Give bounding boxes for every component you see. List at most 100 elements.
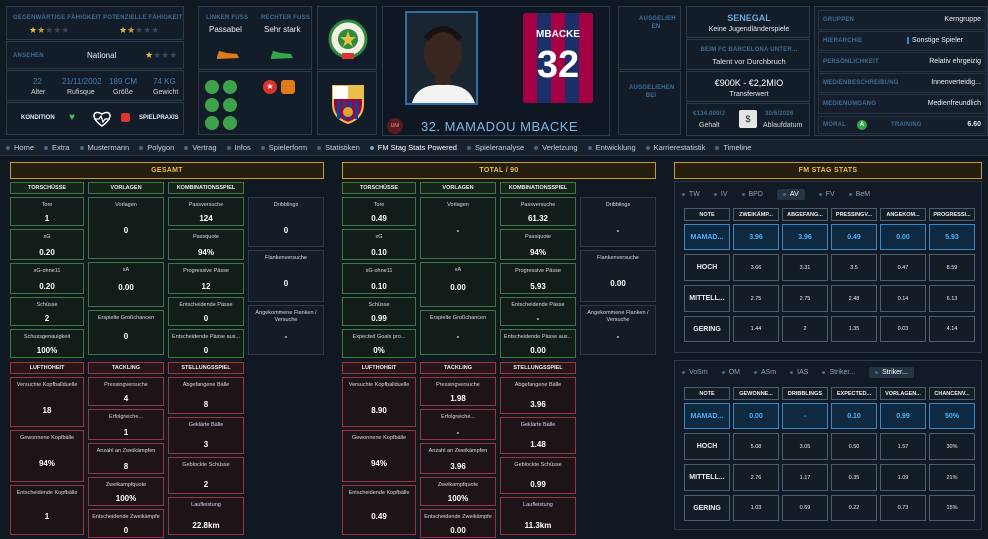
tab-polygon[interactable]: Polygon [139, 143, 174, 152]
tab-fm-stag-stats-powered[interactable]: FM Stag Stats Powered [369, 143, 457, 152]
player-card: MBACKE 32 UNI 32. MAMADOU MBACKE [382, 6, 610, 136]
stag-column-header: PROGRESSI... [929, 208, 975, 221]
stat-label: Erspielte Großchancen [429, 315, 487, 321]
stat-label: Passquote [525, 234, 551, 240]
stat-cell: Abgefangene Bälle 8 [168, 377, 244, 414]
stat-label: Progressive Pässe [515, 268, 561, 274]
tab-dot-icon [139, 145, 144, 150]
stag-tab[interactable]: BeM [848, 191, 870, 198]
reputation-value: National [87, 51, 117, 60]
stag-cell: GERING [684, 495, 730, 521]
tab-statistiken[interactable]: Statistiken [317, 143, 360, 152]
tab-infos[interactable]: Infos [226, 143, 251, 152]
stat-label: Passquote [193, 234, 219, 240]
tab-spielerform[interactable]: Spielerform [260, 143, 307, 152]
tab-dot-icon [682, 193, 685, 196]
stag-tab[interactable]: OM [721, 369, 740, 376]
stag-cell: 2.48 [831, 285, 877, 312]
left-foot-label: LINKER FUSS [206, 15, 249, 21]
stat-cell: Dribblings - [580, 197, 656, 247]
stat-label: Erfolgreiche... [441, 414, 475, 420]
stat-label: Dribblings [605, 202, 631, 208]
stag-cell: 2.76 [733, 464, 779, 491]
transfer-value: €900K - €2,2MIO [714, 78, 784, 88]
tab-dot-icon [44, 145, 49, 150]
stag-cell: 0.03 [880, 316, 926, 342]
club-status-box: BEIM FC BARCELONA UNTER... Talent vor Du… [686, 39, 810, 70]
nation-box: SENEGAL Keine Jugendländerspiele [686, 6, 810, 38]
loaned-label: AUSGELIEH EN [639, 16, 676, 30]
stat-label: Entscheidende Pässe aus... [503, 334, 573, 340]
stat-cell: Zweikampfquote 100% [88, 477, 164, 506]
stat-label: Geklärte Bälle [188, 422, 224, 428]
side-row-value: Relativ ehrgeizig [929, 58, 981, 65]
stat-label: Pressingversuche [436, 382, 480, 388]
stat-cell: Versuchte Kopfballduelle 18 [10, 377, 84, 427]
stat-cell: Progressive Pässe 12 [168, 263, 244, 294]
stat-cell: Entscheidende Kopfbälle 0.49 [342, 485, 416, 535]
stat-value: 1.98 [450, 394, 466, 403]
stat-cell: Gewonnene Kopfbälle 94% [10, 430, 84, 482]
stag-tab[interactable]: TW [682, 191, 700, 198]
side-row-label: PERSÖNLICHKEIT [823, 59, 879, 65]
stag-cell: GERING [684, 316, 730, 342]
tab-navigation: Home Extra Mustermann Polygon Vertrag Infos Sp… [0, 139, 988, 156]
stag-tab[interactable]: AV [776, 189, 805, 200]
stag-tab[interactable]: IAS [790, 369, 808, 376]
stat-cell: Erspielte Großchancen - [420, 310, 496, 355]
stag-cell: 1.17 [782, 464, 828, 491]
nation-name: SENEGAL [727, 13, 771, 23]
tab-timeline[interactable]: Timeline [715, 143, 751, 152]
stat-label: Erfolgreiche... [109, 414, 143, 420]
stag-tab[interactable]: ASm [753, 369, 776, 376]
tab-home[interactable]: Home [6, 143, 34, 152]
stag-cell: 30% [929, 433, 975, 460]
stat-value: 1 [44, 512, 50, 521]
stag-column-header: PRESSINGV... [831, 208, 877, 221]
right-foot-value: Sehr stark [264, 25, 301, 34]
potential-ability-label: POTENZIELLE FÄHIGKEIT [103, 15, 183, 21]
stat-value: 1.48 [530, 440, 546, 449]
section-head: KOMBINATIONSSPIEL [168, 182, 244, 194]
stag-tab-label: FV [825, 191, 835, 198]
tab-verletzung[interactable]: Verletzung [534, 143, 578, 152]
tab-extra[interactable]: Extra [44, 143, 70, 152]
stag-cell: 0.00 [880, 224, 926, 250]
tab-vertrag[interactable]: Vertrag [184, 143, 217, 152]
stat-label: Erspielte Großchancen [97, 315, 155, 321]
stag-cell: 50% [929, 403, 975, 429]
shirt-number: 32 [536, 44, 580, 86]
panel-title: TOTAL / 90 [342, 162, 656, 179]
transfer-value-label: Transferwert [729, 91, 769, 98]
stag-tab[interactable]: IV [713, 191, 728, 198]
value-box: €900K - €2,2MIO Transferwert [686, 71, 810, 102]
youth-caps: Keine Jugendländerspiele [708, 26, 790, 33]
stat-cell: xA 0.00 [420, 262, 496, 307]
stat-value: 18 [42, 406, 52, 415]
stag-tab[interactable]: Striker... [822, 369, 855, 376]
player-photo [405, 11, 478, 105]
tab-spieleranalyse[interactable]: Spieleranalyse [466, 143, 524, 152]
stat-label: xA [454, 267, 462, 273]
tab-karrierestatistik[interactable]: Karrierestatistik [645, 143, 705, 152]
stag-tab[interactable]: Striker... [869, 367, 914, 378]
stat-label: Laufleistung [523, 502, 553, 508]
stat-label: xA [122, 267, 130, 273]
tab-dot-icon [534, 145, 539, 150]
stat-label: Passversuche [520, 202, 556, 208]
stag-tab[interactable]: BPD [741, 191, 763, 198]
tab-entwicklung[interactable]: Entwicklung [587, 143, 636, 152]
stat-value: 100% [36, 346, 58, 355]
stat-value: 124 [199, 214, 213, 223]
tab-mustermann[interactable]: Mustermann [79, 143, 129, 152]
stag-cell: MAMAD... [684, 224, 730, 250]
side-row-0: GRUPPEN Kerngruppe [818, 10, 986, 30]
stag-tab[interactable]: FV [818, 191, 835, 198]
age-label: Alter [31, 89, 46, 96]
stag-cell: 1.09 [880, 464, 926, 491]
section-head: TACKLING [88, 362, 164, 374]
hand-trait-icon [281, 80, 295, 94]
stag-tab[interactable]: VoSm [682, 369, 708, 376]
stat-cell: Entscheidende Zweikämpfe 0 [88, 509, 164, 538]
side-row-label: MEDIENBESCHREIBUNG [823, 80, 899, 86]
